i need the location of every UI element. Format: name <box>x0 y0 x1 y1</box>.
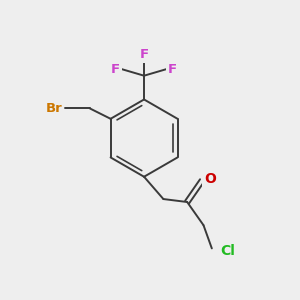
Text: O: O <box>204 172 216 186</box>
Text: F: F <box>140 48 148 61</box>
Text: F: F <box>111 63 120 76</box>
Text: Cl: Cl <box>220 244 235 258</box>
Text: F: F <box>168 63 177 76</box>
Text: Br: Br <box>45 102 62 115</box>
